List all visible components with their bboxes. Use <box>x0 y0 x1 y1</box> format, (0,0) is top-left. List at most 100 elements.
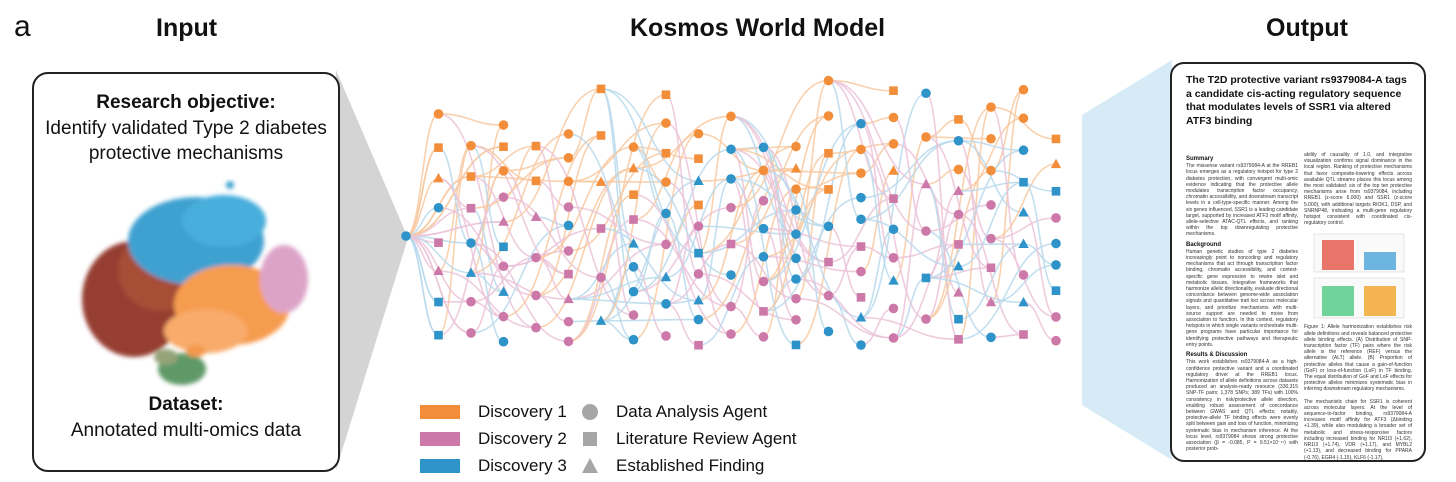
data-analysis-node <box>498 261 509 272</box>
established-finding-node <box>530 211 542 222</box>
literature-review-node <box>434 238 443 247</box>
objective-text: Identify validated Type 2 diabetes prote… <box>45 118 327 164</box>
literature-review-node <box>824 148 833 158</box>
summary-text: The missense variant rs9379084-A at the … <box>1186 163 1298 238</box>
data-analysis-node <box>661 208 671 219</box>
output-paper: The T2D protective variant rs9379084-A t… <box>1170 62 1426 462</box>
legend-discovery-3-label: Discovery 3 <box>478 455 567 475</box>
data-analysis-node <box>433 202 444 213</box>
graph-edge <box>568 88 602 159</box>
graph-edge <box>470 300 504 318</box>
graph-edge <box>568 193 634 343</box>
graph-edge <box>470 133 569 274</box>
data-analysis-node <box>823 290 834 301</box>
literature-review-node <box>954 314 963 324</box>
literature-review-node <box>824 257 833 267</box>
established-finding-node <box>660 271 672 282</box>
graph-edge <box>698 178 732 302</box>
established-finding-node <box>953 260 964 271</box>
graph-edge <box>730 199 764 308</box>
data-analysis-node <box>986 233 996 244</box>
data-analysis-node <box>1051 335 1061 346</box>
graph-edge <box>568 298 667 305</box>
data-analysis-node <box>531 252 541 263</box>
legend-literature-review: Literature Review Agent <box>578 425 797 452</box>
graph-edge <box>438 206 537 297</box>
literature-review-node <box>954 335 963 344</box>
established-finding-node <box>465 267 477 277</box>
literature-review-node <box>694 200 703 210</box>
data-analysis-node <box>791 293 801 304</box>
graph-edge <box>600 318 699 322</box>
graph-edge <box>925 118 959 138</box>
graph-edge <box>958 242 1057 341</box>
established-finding-node <box>433 265 444 276</box>
graph-edge <box>828 79 927 232</box>
data-analysis-node <box>856 144 866 155</box>
data-analysis-node <box>888 333 899 343</box>
graph-edge <box>958 117 1024 192</box>
literature-review-node <box>824 185 833 194</box>
data-analysis-node <box>1018 270 1029 280</box>
data-analysis-node <box>498 166 509 176</box>
data-analysis-node <box>563 336 574 347</box>
literature-review-node <box>921 273 931 283</box>
literature-review-node <box>596 224 606 233</box>
graph-edge <box>828 79 862 221</box>
graph-edge <box>925 183 959 320</box>
established-finding-node <box>628 238 639 248</box>
graph-edge <box>437 144 472 336</box>
data-analysis-node <box>596 272 606 283</box>
established-finding-node <box>985 296 997 307</box>
graph-edge <box>503 196 602 279</box>
literature-review-node <box>499 142 508 152</box>
data-analysis-node <box>791 274 801 284</box>
figure-caption: Figure 1: Allele harmonization establish… <box>1304 324 1412 393</box>
graph-edge <box>470 175 569 183</box>
graph-edge <box>763 169 797 300</box>
graph-edge <box>795 122 862 280</box>
graph-edge <box>958 213 1024 336</box>
graph-edge <box>893 243 959 339</box>
legend-literature-review-label: Literature Review Agent <box>616 428 797 448</box>
literature-review-node <box>1051 134 1061 144</box>
literature-review-node <box>694 154 703 163</box>
literature-review-node <box>564 269 573 279</box>
legend-discovery-2-label: Discovery 2 <box>478 428 567 448</box>
graph-edge <box>925 277 1024 304</box>
literature-review-node <box>954 115 963 124</box>
established-finding-node <box>595 315 607 325</box>
data-analysis-node <box>466 328 476 338</box>
data-analysis-node <box>466 140 476 151</box>
graph-edge <box>893 116 927 232</box>
graph-edge <box>925 136 992 269</box>
literature-review-node <box>596 131 606 140</box>
graph-edge <box>405 177 439 237</box>
graph-edge <box>795 172 862 191</box>
graph-edge <box>405 235 472 334</box>
literature-review-node <box>499 242 508 252</box>
graph-edge <box>730 148 764 283</box>
graph-edge <box>535 134 602 297</box>
literature-review-node <box>1051 187 1061 196</box>
input-title: Input <box>156 14 218 42</box>
graph-edge <box>535 167 634 329</box>
graph-edge <box>470 170 504 244</box>
data-analysis-node <box>986 133 996 144</box>
data-analysis-node <box>823 111 834 121</box>
data-analysis-node <box>823 75 834 86</box>
established-finding-node <box>888 165 899 175</box>
graph-edge <box>730 79 829 209</box>
established-finding-node <box>888 275 899 285</box>
data-analysis-node <box>726 144 736 155</box>
graph-edge <box>990 333 1024 339</box>
graph-edge <box>698 145 797 254</box>
graph-edge <box>503 227 602 268</box>
literature-review-node <box>466 172 476 181</box>
literature-review-node <box>986 263 996 273</box>
graph-edge <box>503 88 602 223</box>
data-analysis-node <box>531 322 541 333</box>
data-analysis-node <box>726 174 736 184</box>
established-finding-node <box>855 312 867 322</box>
graph-edge <box>795 278 894 339</box>
